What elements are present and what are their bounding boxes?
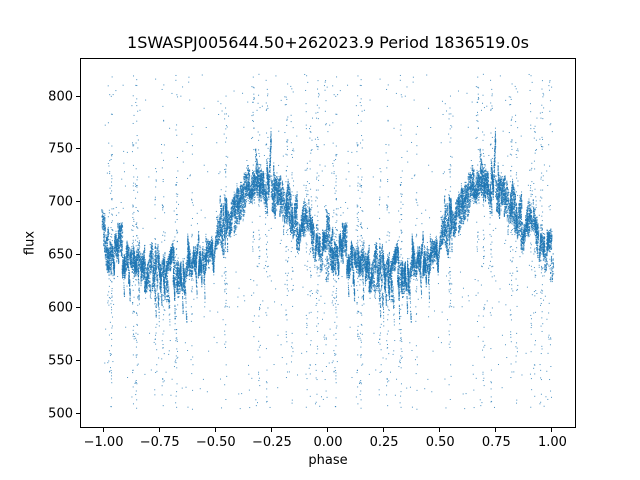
x-tick-label: 0.00 <box>313 435 343 450</box>
y-tick-mark <box>76 307 80 308</box>
x-tick-mark <box>214 428 216 432</box>
y-tick-mark <box>76 95 80 97</box>
x-tick-label: −0.25 <box>251 435 292 450</box>
y-tick-label: 800 <box>48 89 73 105</box>
y-tick-mark <box>76 201 80 203</box>
y-tick-mark <box>76 148 80 150</box>
x-tick-label: 1.00 <box>537 435 567 450</box>
x-tick-mark <box>158 428 160 432</box>
y-tick-label: 550 <box>48 353 73 369</box>
x-tick-mark <box>495 428 497 432</box>
x-tick-mark <box>551 428 553 432</box>
x-axis-label: phase <box>308 453 348 468</box>
y-tick-mark <box>76 254 80 256</box>
x-tick-label: 0.50 <box>425 435 455 450</box>
x-tick-label: −1.00 <box>83 435 124 450</box>
y-tick-label: 750 <box>48 141 73 157</box>
y-tick-label: 500 <box>48 406 73 422</box>
y-tick-label: 600 <box>48 300 73 316</box>
x-tick-mark <box>327 428 328 432</box>
y-tick-label: 650 <box>48 247 73 263</box>
y-tick-mark <box>76 359 80 361</box>
chart-title: 1SWASPJ005644.50+262023.9 Period 1836519… <box>127 33 529 52</box>
x-tick-mark <box>102 428 104 432</box>
x-tick-mark <box>270 428 272 432</box>
y-tick-mark <box>76 412 80 414</box>
scatter-points-canvas <box>80 58 576 428</box>
x-tick-label: −0.75 <box>139 435 180 450</box>
x-tick-label: 0.25 <box>369 435 399 450</box>
x-tick-label: 0.75 <box>481 435 511 450</box>
x-tick-mark <box>439 428 441 432</box>
x-tick-label: −0.50 <box>195 435 236 450</box>
y-tick-label: 700 <box>48 194 73 210</box>
x-tick-mark <box>383 428 385 432</box>
